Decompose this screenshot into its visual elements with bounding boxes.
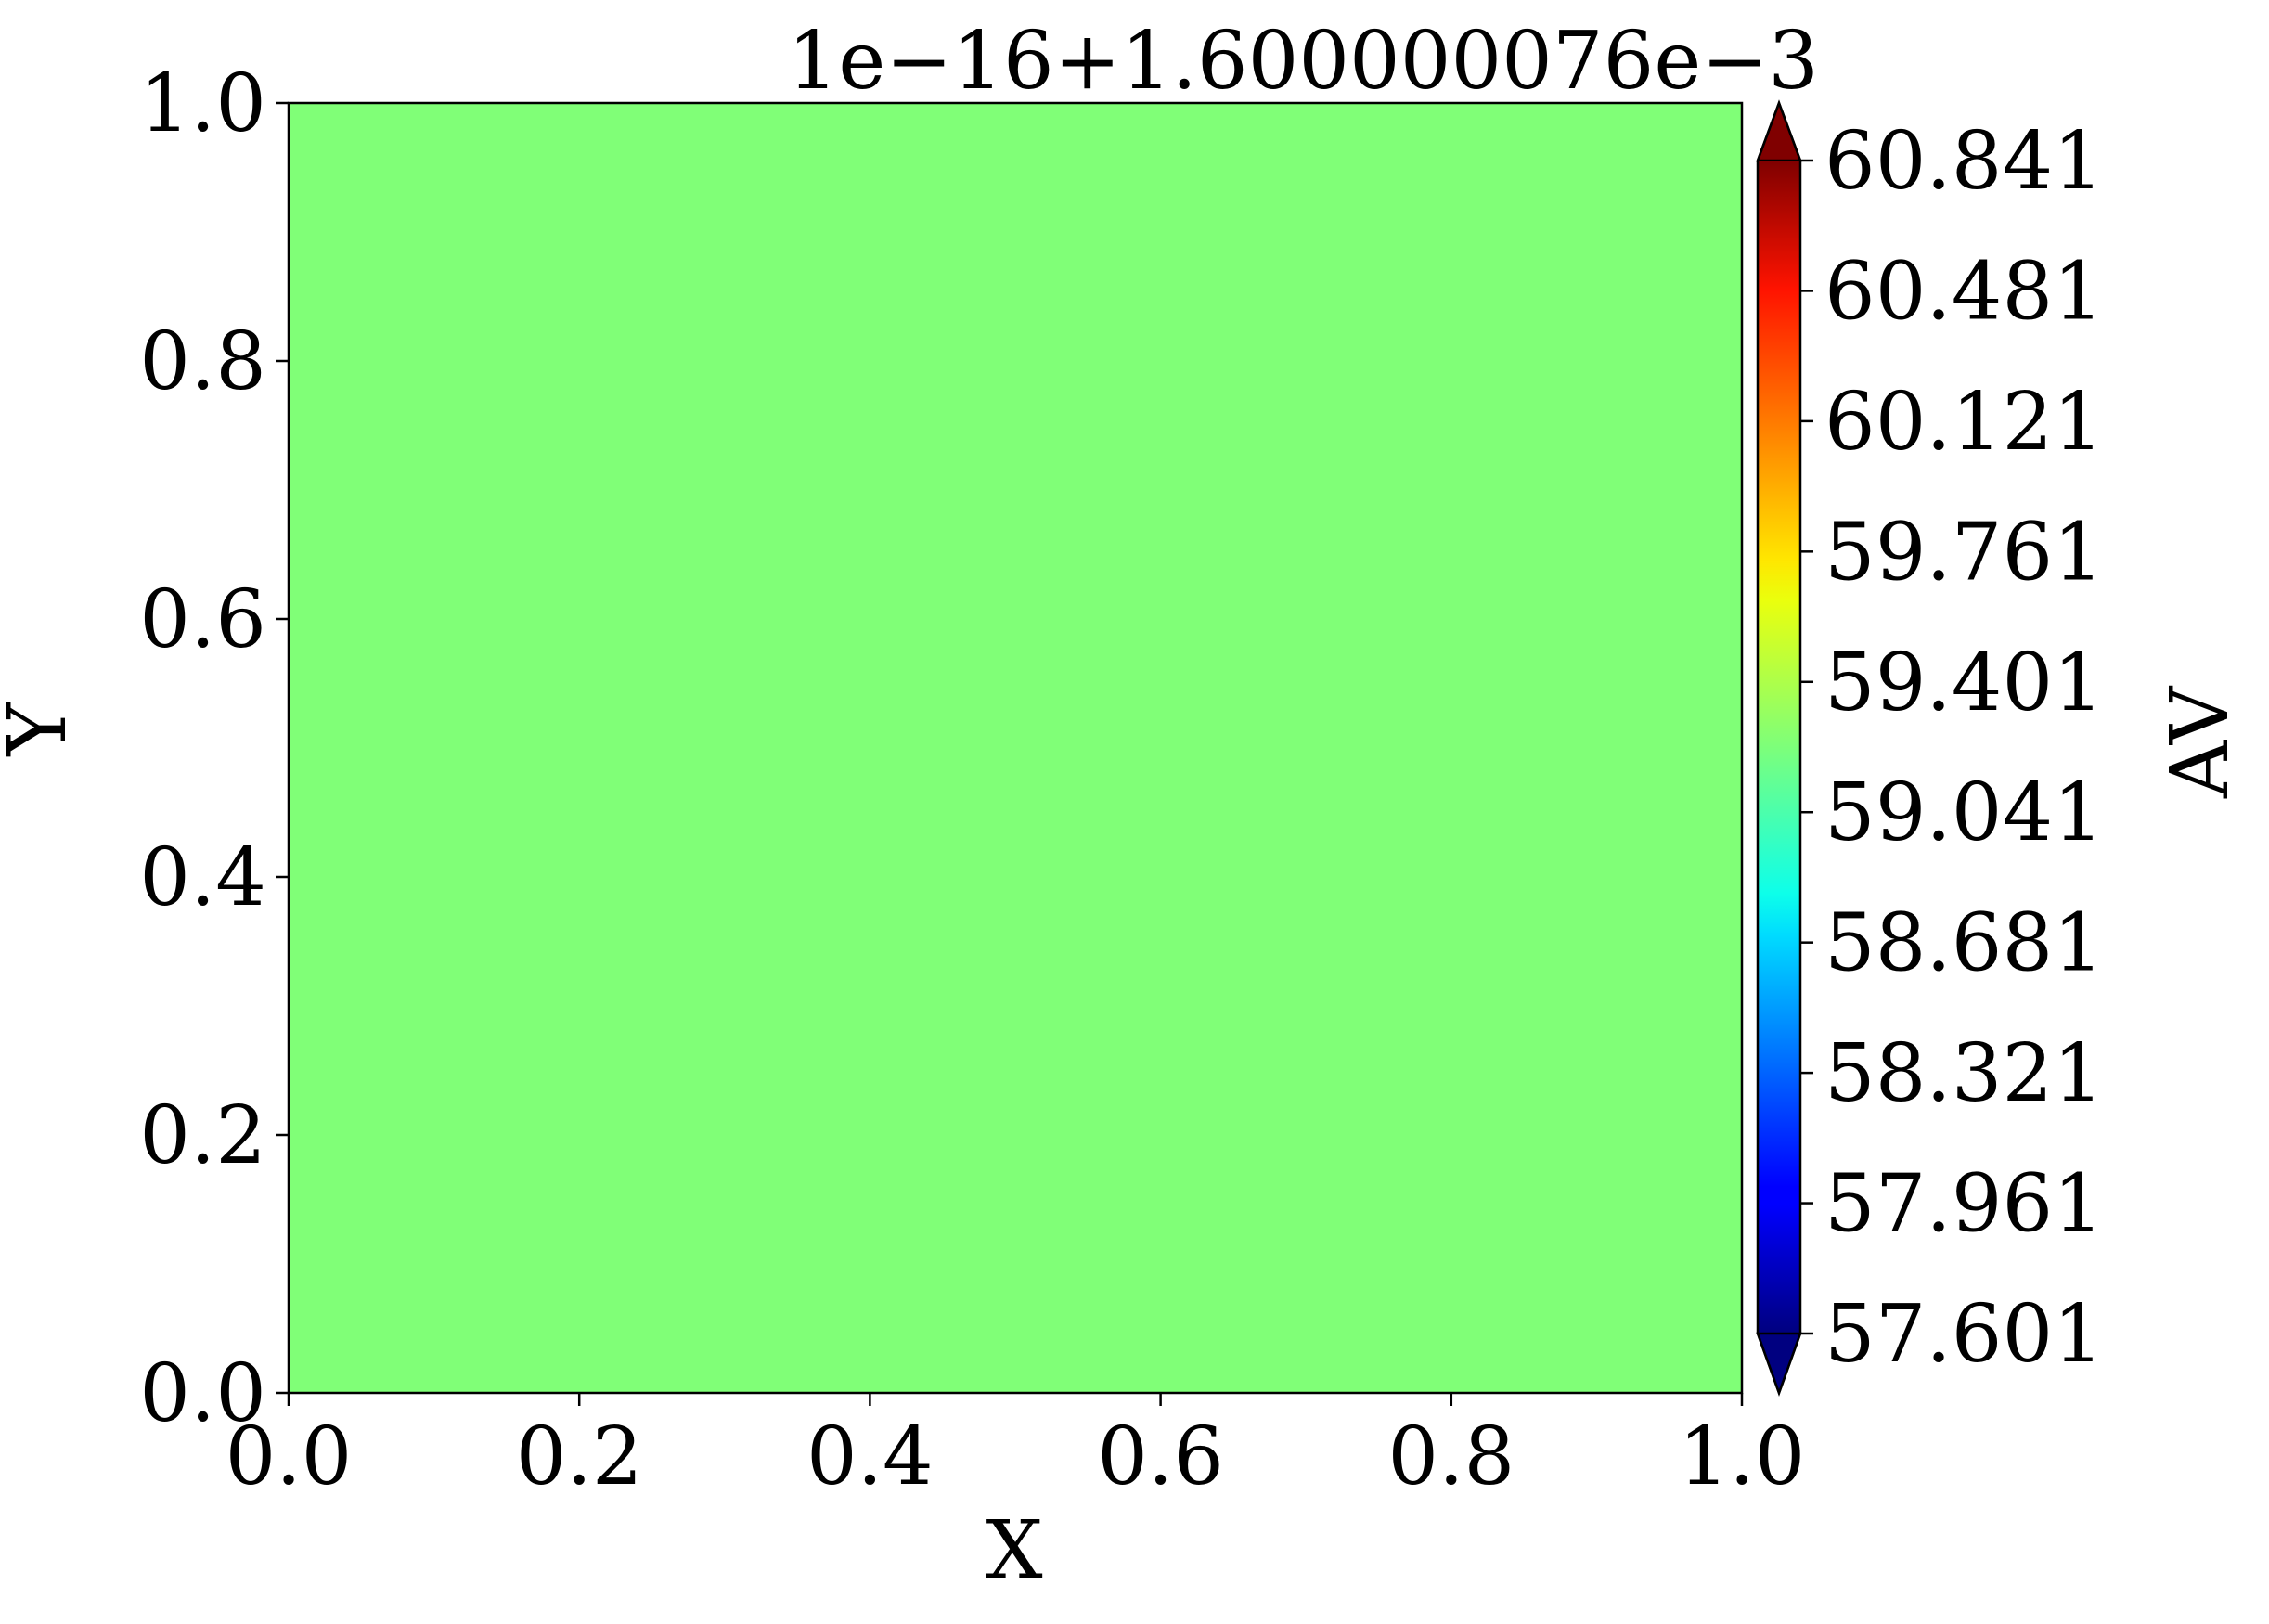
y-tick-label: 0.8	[139, 316, 266, 408]
y-axis-ticks: 0.0 0.2 0.4 0.6 0.8 1.0	[139, 58, 289, 1440]
colorbar-tick-label: 57.601	[1824, 1288, 2104, 1381]
y-axis-label: Y	[0, 702, 84, 756]
offset-text: 1e−16+1.600000076e−3	[788, 15, 1819, 108]
x-tick-label: 0.8	[1387, 1411, 1515, 1503]
y-tick-label: 0.2	[139, 1089, 266, 1182]
contour-field	[289, 103, 1742, 1393]
colorbar-tick-label: 59.041	[1824, 767, 2104, 859]
colorbar-tick-label: 57.961	[1824, 1158, 2104, 1251]
y-tick-label: 1.0	[139, 58, 266, 150]
colorbar-tick-label: 60.121	[1824, 376, 2104, 469]
x-tick-label: 0.0	[226, 1411, 353, 1503]
x-axis-label: X	[986, 1504, 1042, 1597]
colorbar-tick-label: 60.841	[1824, 115, 2104, 208]
colorbar: 57.601 57.961 58.321 58.681 59.041 59.401 59.7…	[1756, 99, 2104, 1397]
colorbar-gradient	[1758, 161, 1800, 1334]
x-tick-label: 0.4	[806, 1411, 934, 1503]
colorbar-tick-label: 59.401	[1824, 637, 2104, 729]
y-tick-label: 0.6	[139, 574, 266, 666]
x-tick-label: 0.2	[516, 1411, 643, 1503]
colorbar-tick-label: 59.761	[1824, 506, 2104, 599]
x-tick-label: 0.6	[1097, 1411, 1224, 1503]
colorbar-over-extension	[1756, 99, 1802, 162]
colorbar-under-extension	[1756, 1332, 1802, 1397]
colorbar-tick-label: 60.481	[1824, 245, 2104, 338]
colorbar-label: AV	[2154, 685, 2247, 799]
plot-frame	[287, 101, 1744, 1395]
y-tick-label: 0.4	[139, 831, 266, 924]
x-axis-ticks: 0.0 0.2 0.4 0.6 0.8 1.0	[226, 1393, 1806, 1503]
y-tick-label: 0.0	[139, 1347, 266, 1440]
colorbar-tick-label: 58.321	[1824, 1027, 2104, 1120]
colorbar-tick-label: 58.681	[1824, 897, 2104, 990]
x-tick-label: 1.0	[1679, 1411, 1806, 1503]
colorbar-ticks: 57.601 57.961 58.321 58.681 59.041 59.401 59.7…	[1800, 115, 2104, 1381]
